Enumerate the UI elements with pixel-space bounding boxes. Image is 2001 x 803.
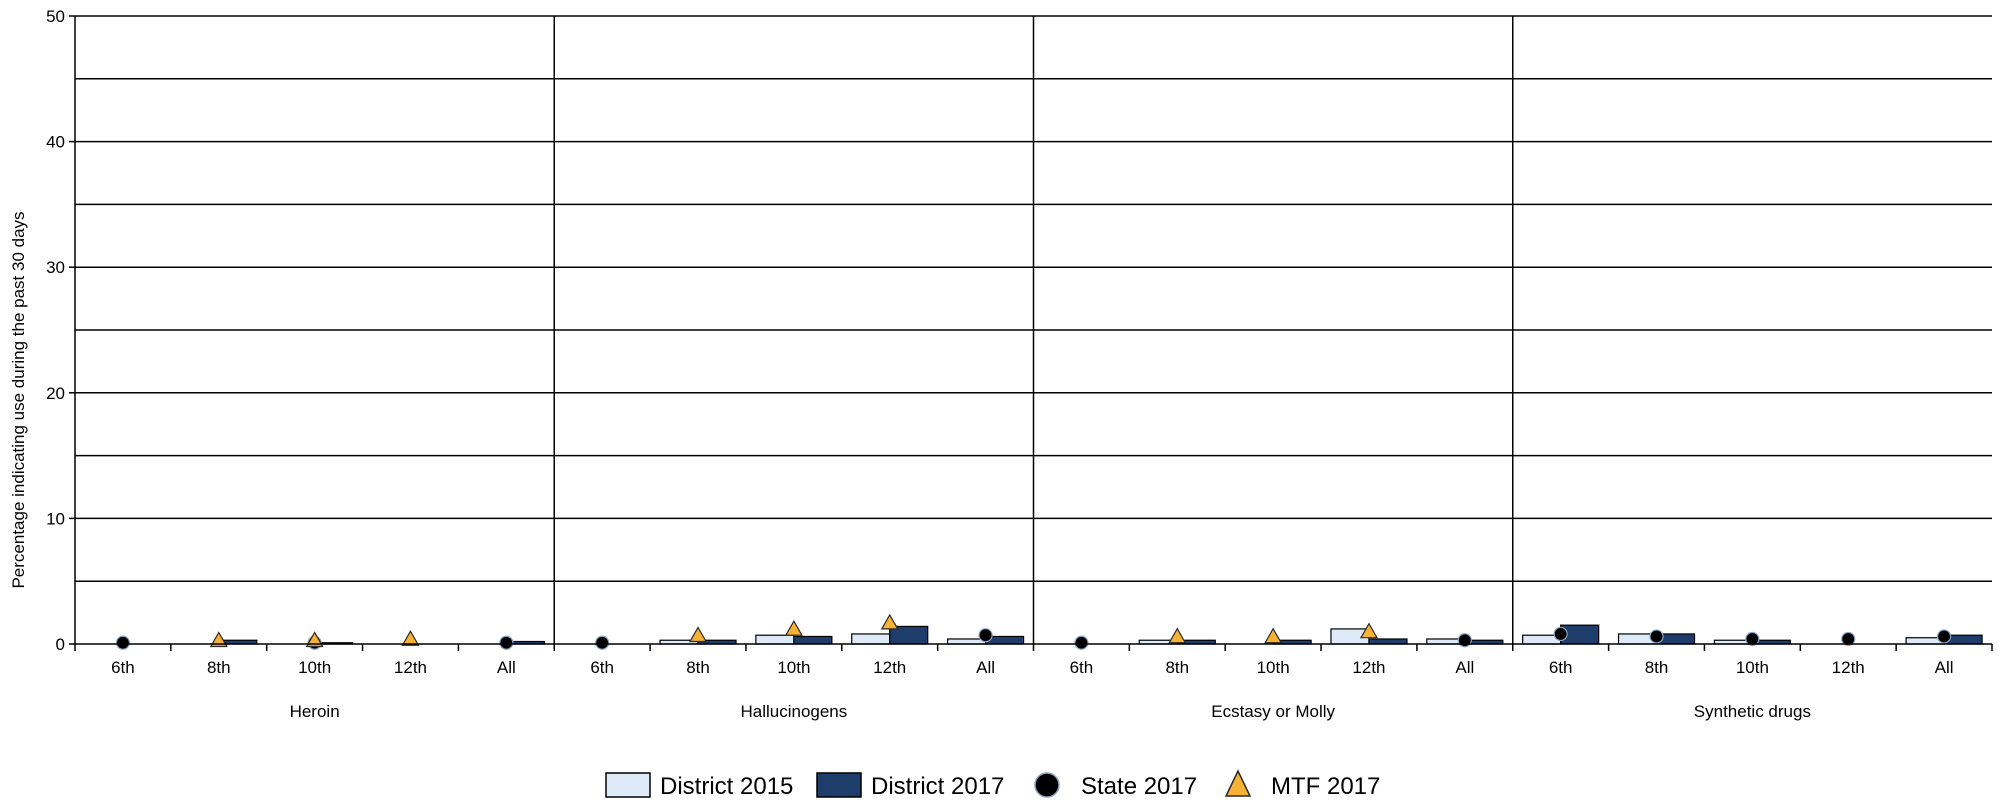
x-tick-label: 12th [394,658,427,677]
legend-label: State 2017 [1081,773,1197,800]
legend: District 2015 District 2017 State 2017 MTF … [605,769,1380,800]
marker-state-2017 [1936,629,1952,644]
legend-swatch-district-2017 [816,772,862,798]
x-tick-label: All [1935,658,1954,677]
marker-mtf-2017 [688,626,708,643]
x-tick-label: 6th [1070,658,1094,677]
marker-mtf-2017 [1168,627,1187,644]
bars [218,624,1983,645]
x-tick-label: 12th [1352,658,1385,677]
x-tick-label: 6th [590,658,614,677]
x-tick-label: 8th [1165,658,1189,677]
marker-mtf-2017 [401,630,420,646]
x-tick-label: All [497,658,516,677]
legend-label: District 2015 [660,773,793,800]
bar-district-2017 [1368,638,1408,645]
x-tick-label: 12th [1832,658,1865,677]
legend-marker-state-2017 [1034,772,1060,798]
x-tick-label: 10th [298,658,331,677]
y-tick-label: 30 [46,258,65,277]
x-tick-label: 6th [111,658,135,677]
marker-state-2017 [115,635,131,650]
marker-state-2017 [499,635,514,650]
group-label: Heroin [290,702,340,721]
marker-state-2017 [1649,629,1664,644]
marker-state-2017 [1457,633,1472,648]
axes [69,15,1993,651]
y-axis-label: Percentage indicating use during the pas… [9,211,28,588]
y-tick-label: 10 [46,509,65,528]
bar-district-2015 [851,633,891,645]
x-tick-label: All [976,658,995,677]
x-tick-label: 12th [873,658,906,677]
marker-mtf-2017 [1359,622,1379,639]
group-label: Ecstasy or Molly [1211,702,1335,721]
bar-district-2015 [946,638,987,645]
legend-label: District 2017 [871,773,1004,800]
y-tick-label: 50 [46,7,65,26]
legend-swatch-district-2015 [605,772,651,798]
x-tick-label: 10th [1257,658,1290,677]
marker-mtf-2017 [305,631,324,648]
markers [115,613,1952,650]
bar-district-2017 [793,635,833,645]
marker-mtf-2017 [784,619,803,636]
group-label: Synthetic drugs [1694,702,1811,721]
x-tick-label: 10th [1736,658,1769,677]
x-tick-label: All [1455,658,1474,677]
x-tick-label: 6th [1549,658,1573,677]
y-tick-label: 20 [46,384,65,403]
marker-mtf-2017 [880,613,899,630]
x-tick-label: 8th [1645,658,1669,677]
marker-state-2017 [1841,631,1856,647]
marker-state-2017 [1745,631,1760,647]
marker-state-2017 [1074,635,1089,650]
y-tick-label: 40 [46,133,65,152]
legend-label: MTF 2017 [1271,773,1380,800]
marker-state-2017 [595,635,610,650]
marker-state-2017 [1553,626,1568,642]
group-label: Hallucinogens [740,702,847,721]
x-tick-label: 8th [207,658,231,677]
bar-district-2015 [755,634,795,645]
marker-mtf-2017 [209,631,228,648]
x-tick-label: 10th [777,658,810,677]
marker-mtf-2017 [1264,627,1283,644]
marker-state-2017 [978,628,993,643]
y-tick-label: 0 [56,635,65,654]
x-tick-label: 8th [686,658,710,677]
labels: 0 10 20 30 40 50 6th 8th 10th 12th All Heroin 6th 8th… [46,7,1953,721]
legend-marker-mtf-2017 [1224,769,1252,797]
